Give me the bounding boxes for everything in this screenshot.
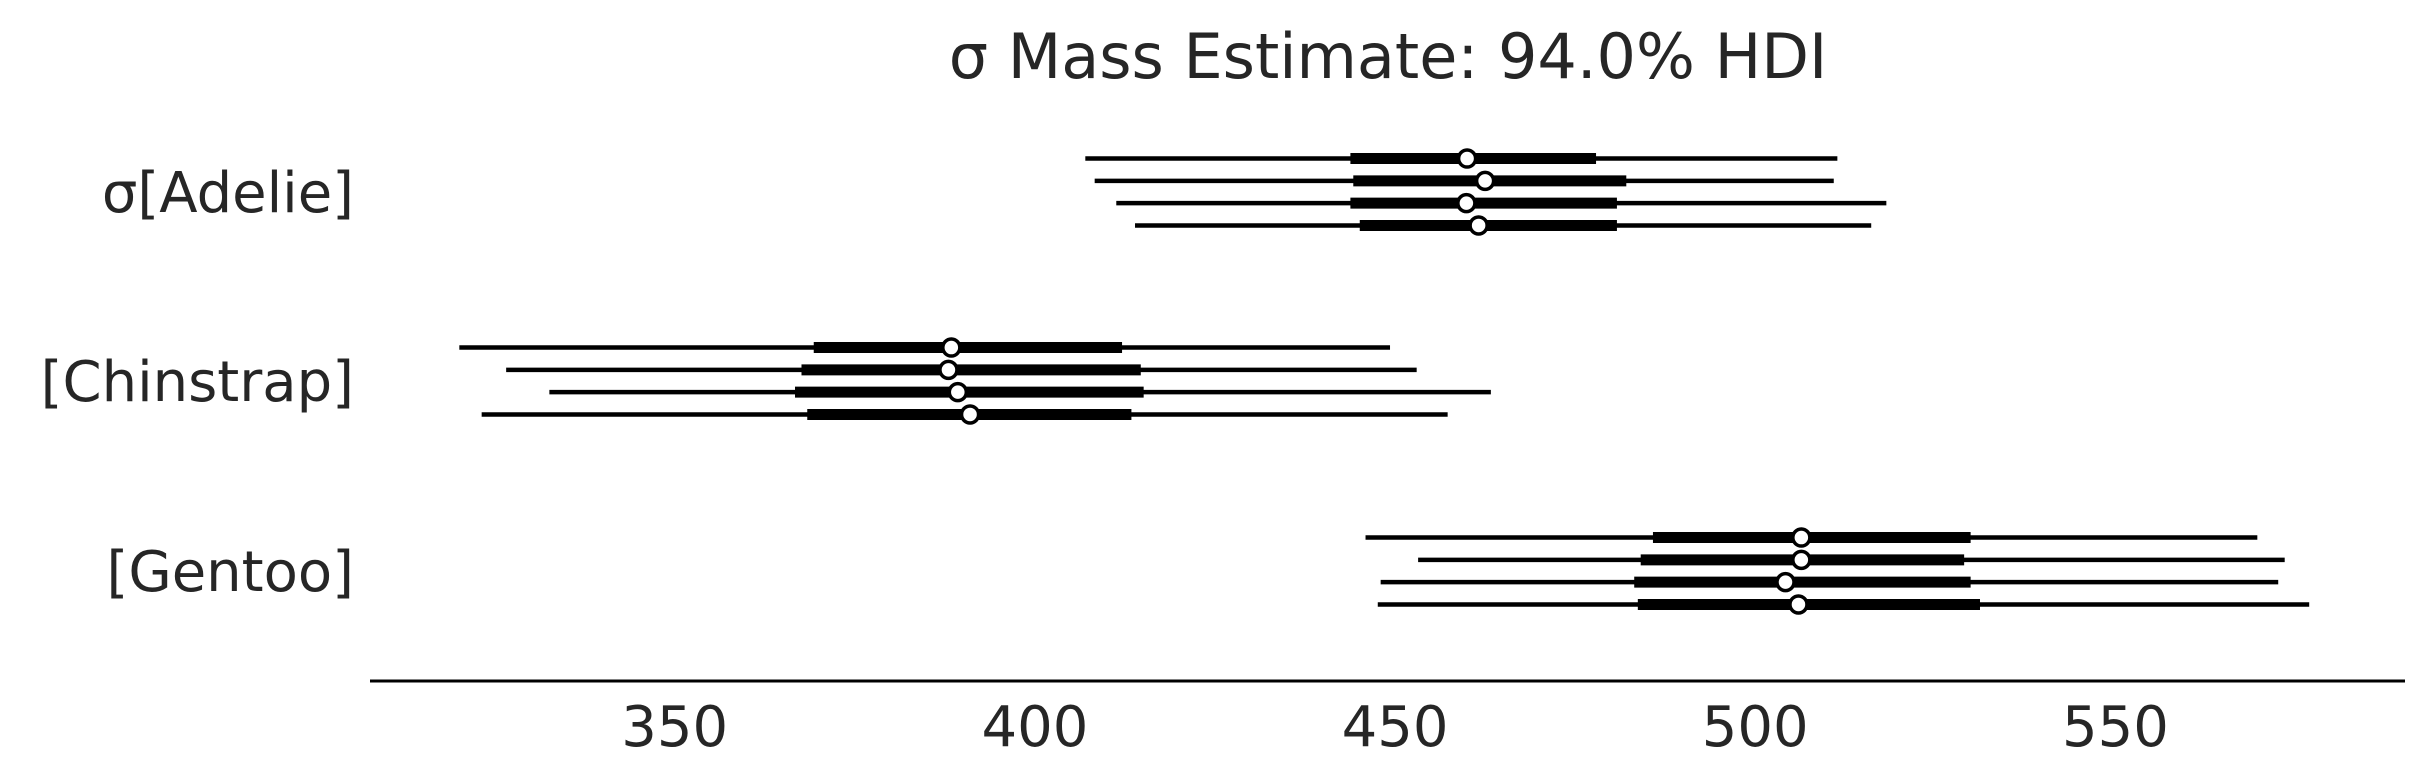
median-point bbox=[1791, 549, 1812, 571]
row-3: [Gentoo] bbox=[106, 527, 2310, 615]
chain-4 bbox=[1377, 594, 2310, 615]
chain-3 bbox=[1116, 192, 1887, 214]
median-point bbox=[1791, 527, 1812, 548]
chain-3 bbox=[549, 381, 1491, 403]
chain-1 bbox=[459, 337, 1391, 358]
chart-title: σ Mass Estimate: 94.0% HDI bbox=[949, 20, 1828, 93]
chain-2 bbox=[1418, 549, 2285, 571]
category-label: [Chinstrap] bbox=[41, 350, 354, 415]
median-point bbox=[1775, 571, 1796, 593]
median-point bbox=[947, 381, 969, 403]
median-point bbox=[1456, 192, 1477, 214]
category-label: [Gentoo] bbox=[106, 540, 354, 605]
chain-1 bbox=[1365, 527, 2258, 548]
x-axis-ticks: 350 400 450 500 550 bbox=[621, 695, 2169, 760]
median-point bbox=[959, 404, 981, 425]
chain-2 bbox=[506, 359, 1417, 381]
median-point bbox=[1474, 170, 1496, 192]
median-point bbox=[1456, 148, 1478, 169]
chain-3 bbox=[1380, 571, 2279, 593]
x-tick-label: 550 bbox=[2062, 695, 2169, 760]
x-axis: 350 400 450 500 550 bbox=[370, 679, 2405, 760]
x-tick-label: 500 bbox=[1702, 695, 1809, 760]
median-point bbox=[938, 359, 959, 381]
category-label: σ[Adelie] bbox=[102, 161, 354, 226]
chain-2 bbox=[1094, 170, 1834, 192]
row-1: σ[Adelie] bbox=[102, 148, 1887, 236]
x-tick-label: 400 bbox=[981, 695, 1088, 760]
x-tick-label: 450 bbox=[1342, 695, 1449, 760]
rows-group: σ[Adelie] [Chinstrap] [Gentoo] bbox=[41, 148, 2310, 615]
chain-4 bbox=[481, 404, 1448, 425]
median-point bbox=[1468, 215, 1489, 236]
x-tick-label: 350 bbox=[621, 695, 728, 760]
median-point bbox=[1788, 594, 1809, 615]
row-2: [Chinstrap] bbox=[41, 337, 1491, 425]
median-point bbox=[941, 337, 962, 358]
chain-1 bbox=[1085, 148, 1838, 169]
chain-4 bbox=[1135, 215, 1872, 236]
